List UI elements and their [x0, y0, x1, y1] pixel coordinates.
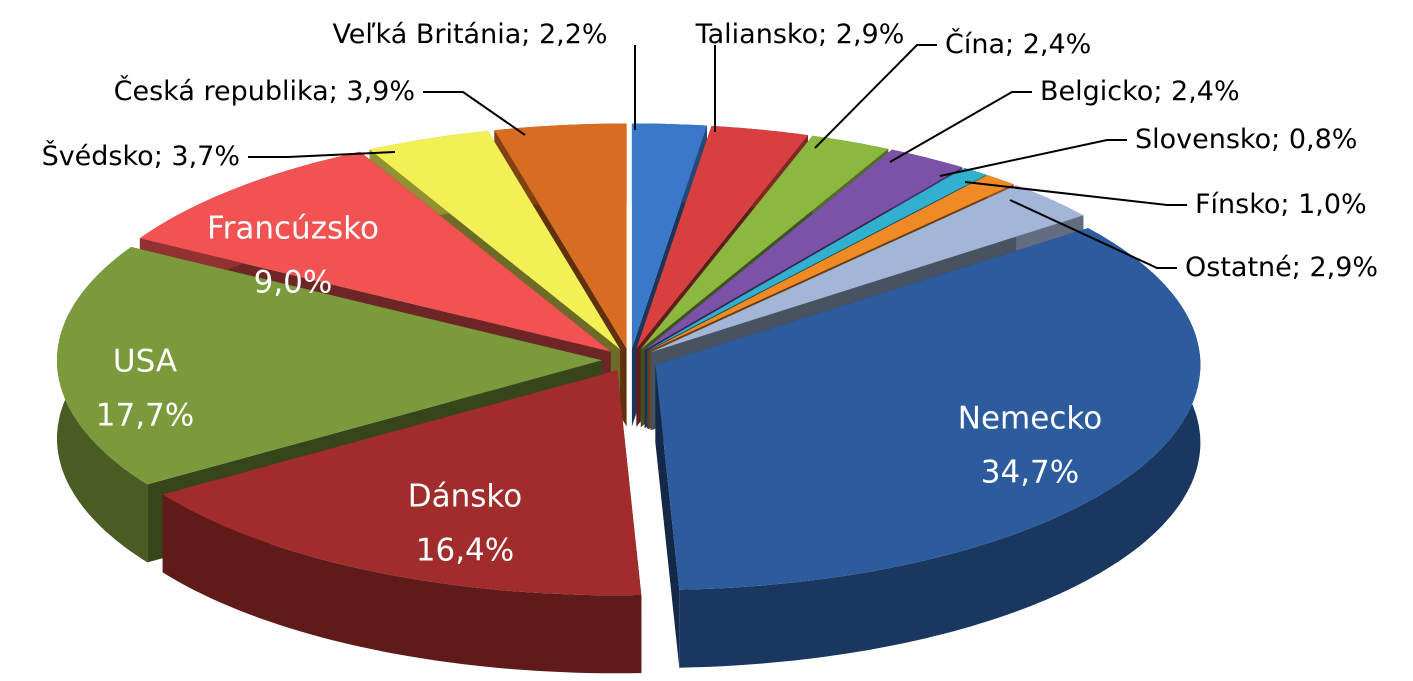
value-label: 2,4% — [1023, 29, 1092, 60]
pie-slice — [162, 370, 642, 674]
value-label: 2,9% — [1309, 252, 1378, 283]
slice-top — [139, 151, 611, 352]
value-label: 9,0% — [254, 265, 333, 301]
leader-line — [939, 139, 1127, 177]
value-label: 3,7% — [171, 141, 240, 172]
data-label: Švédsko; 3,7% — [42, 140, 240, 172]
value-label: 3,9% — [346, 76, 415, 107]
slice-top — [369, 130, 621, 350]
value-label: 16,4% — [416, 533, 514, 569]
label-separator: ; — [1005, 29, 1023, 60]
leader-line — [423, 91, 526, 136]
value-label: 0,8% — [1289, 124, 1358, 155]
label-separator: ; — [1292, 252, 1310, 283]
leader-line — [889, 91, 1032, 163]
slice-side — [655, 364, 680, 668]
category-label: Česká republika — [114, 75, 329, 107]
slice-top — [655, 228, 1201, 590]
leader-line — [248, 151, 396, 158]
value-label: 2,2% — [539, 19, 608, 50]
slice-wall — [162, 494, 642, 674]
category-label: Čína — [945, 28, 1005, 60]
slice-top — [646, 167, 987, 351]
label-separator: ; — [521, 19, 539, 50]
slice-top — [494, 123, 627, 349]
leader-line — [1009, 199, 1177, 269]
data-label: Taliansko; 2,9% — [695, 19, 905, 50]
category-label: Ostatné — [1185, 252, 1292, 283]
value-label: 17,7% — [96, 398, 194, 434]
label-separator: ; — [1153, 76, 1171, 107]
data-label: Čína; 2,4% — [945, 28, 1091, 60]
category-label: Nemecko — [958, 401, 1102, 437]
value-label: 2,4% — [1171, 76, 1240, 107]
category-label: Francúzsko — [207, 211, 379, 247]
slice-top — [636, 125, 808, 349]
category-label: Dánsko — [408, 479, 522, 515]
label-separator: ; — [1280, 189, 1298, 220]
data-label: Ostatné; 2,9% — [1185, 252, 1378, 283]
pie-slice — [655, 228, 1201, 668]
category-label: Taliansko — [695, 19, 819, 50]
category-label: USA — [113, 344, 177, 380]
slice-top — [631, 123, 707, 349]
value-label: 1,0% — [1298, 189, 1367, 220]
category-label: Švédsko — [42, 140, 154, 172]
slice-top — [644, 149, 963, 351]
category-label: Veľká Británia — [332, 19, 521, 50]
slice-top — [640, 135, 889, 350]
leader-line — [964, 181, 1187, 206]
value-label: 2,9% — [836, 19, 905, 50]
category-label: Fínsko — [1195, 189, 1280, 220]
category-label: Belgicko — [1040, 76, 1153, 107]
leader-line — [814, 44, 937, 149]
data-label: Fínsko; 1,0% — [1195, 189, 1367, 220]
slice-top — [648, 175, 1014, 352]
slice-top — [57, 247, 602, 485]
data-label: Česká republika; 3,9% — [114, 75, 415, 107]
category-label: Slovensko — [1135, 124, 1271, 155]
slice-top — [162, 370, 642, 596]
data-label: Belgicko; 2,4% — [1040, 76, 1240, 107]
slice-top — [650, 185, 1084, 353]
value-label: 34,7% — [981, 455, 1079, 491]
data-label: Veľká Británia; 2,2% — [332, 19, 607, 50]
data-label: Slovensko; 0,8% — [1135, 124, 1357, 155]
label-separator: ; — [154, 141, 172, 172]
slice-wall — [679, 228, 1201, 668]
label-separator: ; — [1271, 124, 1289, 155]
label-separator: ; — [818, 19, 836, 50]
label-separator: ; — [329, 76, 347, 107]
